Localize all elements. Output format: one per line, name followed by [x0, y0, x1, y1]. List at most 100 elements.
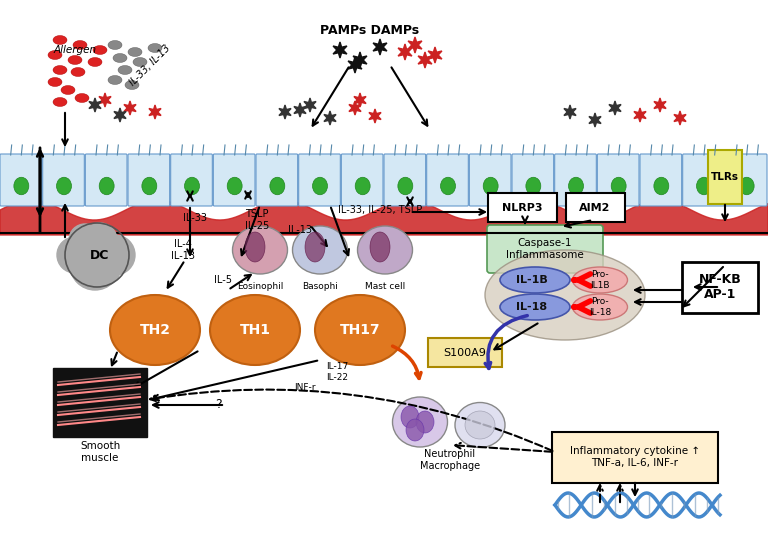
Ellipse shape	[401, 406, 419, 428]
Ellipse shape	[128, 48, 142, 57]
Circle shape	[90, 255, 120, 285]
Polygon shape	[373, 39, 387, 55]
FancyBboxPatch shape	[299, 154, 340, 206]
Circle shape	[83, 223, 117, 257]
FancyBboxPatch shape	[488, 193, 557, 222]
Text: ?: ?	[215, 399, 221, 412]
Ellipse shape	[113, 54, 127, 63]
Ellipse shape	[88, 58, 102, 67]
Text: AIM2: AIM2	[579, 203, 611, 213]
FancyBboxPatch shape	[53, 368, 147, 437]
Ellipse shape	[57, 178, 71, 195]
Ellipse shape	[483, 178, 498, 195]
Ellipse shape	[99, 178, 114, 195]
Ellipse shape	[500, 267, 570, 293]
Polygon shape	[369, 109, 381, 123]
Polygon shape	[333, 42, 347, 58]
Ellipse shape	[48, 77, 62, 86]
Ellipse shape	[73, 40, 87, 49]
Ellipse shape	[485, 250, 645, 340]
Circle shape	[57, 237, 93, 273]
Ellipse shape	[441, 178, 455, 195]
FancyBboxPatch shape	[512, 154, 554, 206]
Ellipse shape	[227, 178, 242, 195]
Ellipse shape	[210, 295, 300, 365]
Ellipse shape	[14, 178, 29, 195]
Ellipse shape	[118, 66, 132, 74]
Text: INF-r: INF-r	[294, 382, 316, 391]
FancyBboxPatch shape	[725, 154, 767, 206]
Ellipse shape	[293, 226, 347, 274]
Polygon shape	[428, 47, 442, 63]
Text: IL-5: IL-5	[214, 275, 232, 285]
Polygon shape	[354, 93, 366, 107]
Text: Pro-
IL-18: Pro- IL-18	[589, 297, 611, 317]
FancyBboxPatch shape	[85, 154, 127, 206]
FancyBboxPatch shape	[469, 154, 511, 206]
Ellipse shape	[148, 44, 162, 53]
Ellipse shape	[455, 403, 505, 447]
Text: TH2: TH2	[140, 323, 170, 337]
FancyBboxPatch shape	[683, 154, 724, 206]
Text: TH1: TH1	[240, 323, 270, 337]
Ellipse shape	[61, 86, 75, 95]
Ellipse shape	[108, 40, 122, 49]
Ellipse shape	[75, 94, 89, 102]
Text: Basophi: Basophi	[302, 282, 338, 291]
FancyBboxPatch shape	[640, 154, 682, 206]
Polygon shape	[564, 105, 576, 119]
Polygon shape	[398, 44, 412, 60]
Ellipse shape	[416, 411, 434, 433]
Polygon shape	[654, 98, 666, 112]
Polygon shape	[99, 93, 111, 107]
Ellipse shape	[53, 97, 67, 106]
Ellipse shape	[465, 411, 495, 439]
Polygon shape	[348, 57, 362, 73]
FancyBboxPatch shape	[128, 154, 170, 206]
Circle shape	[69, 224, 101, 256]
Polygon shape	[634, 108, 646, 122]
Polygon shape	[408, 37, 422, 53]
Ellipse shape	[370, 232, 390, 262]
FancyBboxPatch shape	[214, 154, 255, 206]
Text: DC: DC	[91, 249, 110, 262]
Ellipse shape	[357, 226, 412, 274]
Ellipse shape	[233, 226, 287, 274]
Text: IL-17
IL-22: IL-17 IL-22	[326, 362, 348, 382]
Polygon shape	[609, 101, 621, 115]
Polygon shape	[349, 101, 361, 115]
Text: S100A9: S100A9	[444, 348, 486, 358]
Polygon shape	[324, 111, 336, 125]
FancyBboxPatch shape	[170, 154, 212, 206]
Text: Smooth
muscle: Smooth muscle	[80, 441, 120, 463]
Text: Caspase-1
Inflammasome: Caspase-1 Inflammasome	[506, 238, 584, 260]
Ellipse shape	[93, 45, 107, 54]
Ellipse shape	[125, 81, 139, 90]
Polygon shape	[674, 111, 686, 125]
Ellipse shape	[133, 58, 147, 67]
FancyBboxPatch shape	[708, 150, 742, 204]
FancyBboxPatch shape	[487, 225, 603, 273]
FancyBboxPatch shape	[43, 154, 84, 206]
Text: PAMPs DAMPs: PAMPs DAMPs	[320, 24, 419, 36]
Ellipse shape	[110, 295, 200, 365]
Ellipse shape	[53, 35, 67, 44]
Ellipse shape	[53, 66, 67, 74]
Ellipse shape	[305, 232, 325, 262]
Text: Inflammatory cytokine ↑
TNF-a, IL-6, INF-r: Inflammatory cytokine ↑ TNF-a, IL-6, INF…	[570, 446, 700, 468]
Ellipse shape	[71, 68, 85, 77]
Ellipse shape	[142, 178, 157, 195]
Circle shape	[70, 240, 120, 290]
Circle shape	[95, 235, 135, 275]
Text: IL-33, IL-13: IL-33, IL-13	[127, 43, 172, 87]
Text: IL-33: IL-33	[183, 213, 207, 223]
Text: NF-KB
AP-1: NF-KB AP-1	[699, 273, 741, 301]
Ellipse shape	[739, 178, 754, 195]
Ellipse shape	[184, 178, 200, 195]
Text: NLRP3: NLRP3	[502, 203, 542, 213]
FancyBboxPatch shape	[552, 432, 718, 483]
Polygon shape	[124, 101, 136, 115]
Ellipse shape	[313, 178, 327, 195]
Ellipse shape	[526, 178, 541, 195]
Ellipse shape	[611, 178, 626, 195]
